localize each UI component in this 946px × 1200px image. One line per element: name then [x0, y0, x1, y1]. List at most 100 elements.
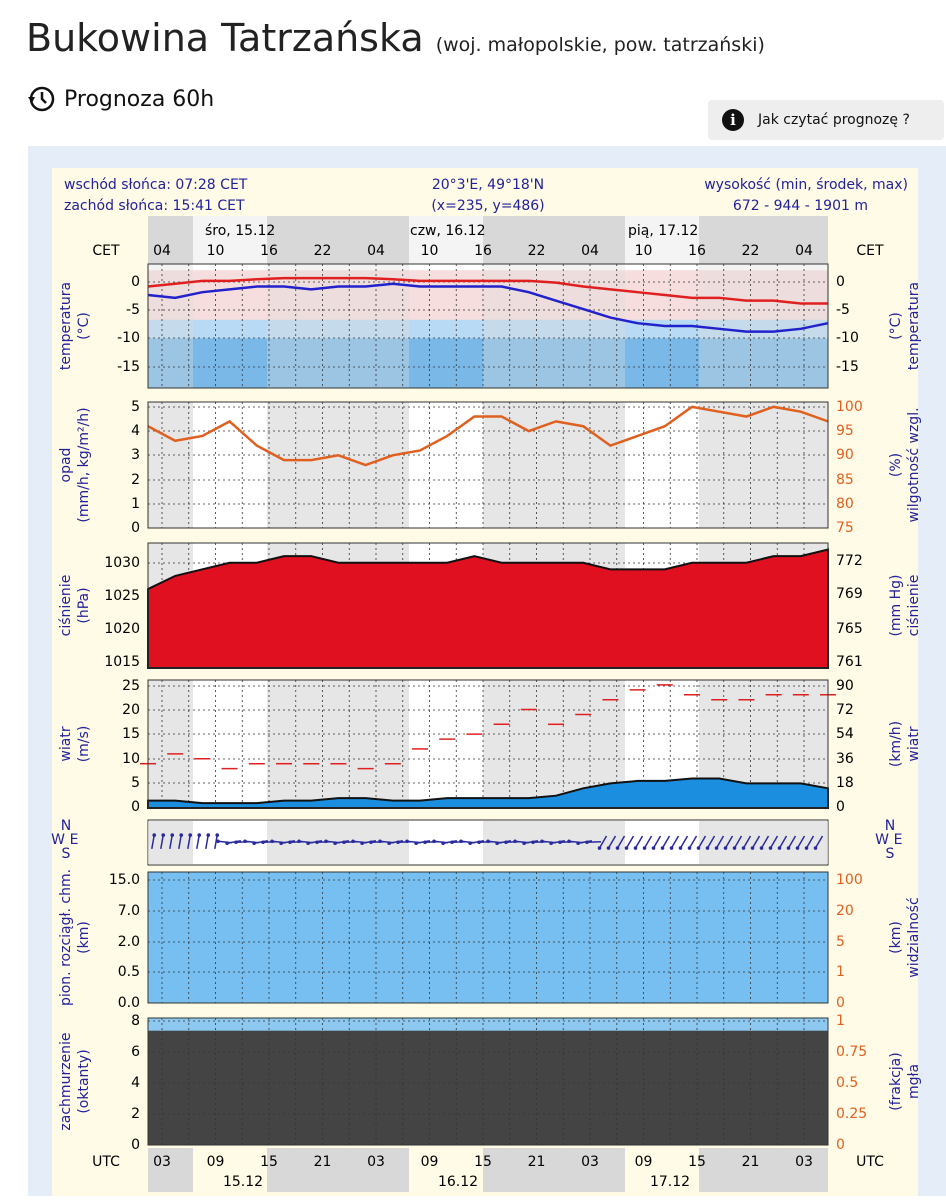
axis-title: (frakcja)	[888, 1052, 904, 1110]
wind-arrow-head	[324, 839, 328, 844]
help-button[interactable]: i Jak czytać prognozę ?	[708, 100, 944, 140]
hour-label: 16	[688, 243, 706, 259]
panel-frame	[147, 401, 829, 529]
wind-arrow-head	[585, 840, 589, 845]
wind-arrow-head	[225, 841, 229, 846]
wind-arrow-head	[315, 840, 319, 845]
wind-arrow	[616, 835, 626, 849]
wind-arrow-head	[396, 840, 400, 845]
wind-arrow	[178, 834, 182, 850]
y2-tick-label: 0	[836, 995, 845, 1011]
hour-label: 04	[581, 243, 599, 259]
axis-title: wiatr	[58, 726, 74, 761]
hour-label: 03	[367, 1154, 385, 1170]
wind-arrow	[523, 840, 539, 844]
wind-arrow-head	[252, 841, 256, 846]
day-label: 16.12	[438, 1174, 478, 1190]
y-tick-label: 15.0	[109, 872, 140, 888]
wind-arrow-head	[459, 839, 463, 844]
y-tick-label: 2.0	[118, 934, 140, 950]
compass-label: N	[885, 818, 895, 834]
night-band	[267, 216, 409, 264]
y2-tick-label: 0	[836, 1137, 845, 1153]
wind-arrow	[205, 834, 209, 850]
y2-tick-label: 1	[836, 964, 845, 980]
axis-title: widzialność	[906, 897, 922, 977]
wind-arrow-head	[549, 841, 553, 846]
y2-tick-label: 95	[836, 423, 854, 439]
wind-arrow-head	[333, 841, 337, 846]
y2-tick-label: 100	[836, 399, 863, 415]
wind-arrow-head	[468, 841, 472, 846]
panel-frame	[147, 871, 829, 1004]
timezone: CET	[92, 243, 120, 259]
y2-tick-label: 0.75	[836, 1044, 867, 1060]
wind-arrow-head	[477, 840, 481, 845]
axis-title: (hPa)	[76, 587, 92, 623]
y2-tick-label: 0.25	[836, 1106, 867, 1122]
wind-arrow	[760, 835, 770, 849]
y2-tick-label: 54	[836, 726, 854, 742]
wind-arrow-head	[216, 839, 220, 844]
wind-arrow	[388, 840, 404, 844]
wind-arrow-head	[306, 841, 310, 846]
y-tick-label: 5	[131, 775, 140, 791]
wind-arrow	[733, 835, 743, 849]
sunrise: wschód słońca: 07:28 CET	[64, 177, 248, 193]
axis-title: (mm Hg)	[888, 574, 904, 636]
wind-arrow	[661, 835, 671, 849]
hour-label: 04	[795, 243, 813, 259]
wind-arrow-head	[288, 840, 292, 845]
y2-tick-label: 0.5	[836, 1075, 858, 1091]
forecast-label: Prognoza 60h	[64, 86, 215, 112]
wind-arrow	[496, 840, 512, 844]
panel-frame	[147, 263, 829, 389]
night-band	[267, 402, 409, 528]
wind-arrow	[769, 835, 779, 849]
wind-arrow-head	[705, 846, 710, 850]
help-label: Jak czytać prognozę ?	[758, 112, 910, 128]
wind-arrow	[169, 834, 173, 850]
panel-frame	[147, 1017, 829, 1146]
wind-arrow	[697, 835, 707, 849]
wind-arrow-head	[387, 841, 391, 846]
wind-arrow-head	[170, 833, 175, 837]
axis-title: (mm/h, kg/m²/h)	[76, 407, 92, 522]
wind-arrow	[196, 834, 200, 850]
y-tick-label: 15	[122, 726, 140, 742]
wind-arrow-head	[486, 839, 490, 844]
wind-arrow	[361, 840, 377, 844]
wind-arrow-head	[197, 833, 202, 837]
series-area	[147, 548, 829, 669]
series-line	[147, 282, 829, 333]
y-tick-label: 0.0	[118, 995, 140, 1011]
night-band	[699, 1148, 828, 1192]
wind-arrow-head	[642, 846, 647, 850]
hour-label: 16	[474, 243, 492, 259]
compass-label: W	[875, 832, 889, 848]
panel-frame	[147, 679, 829, 809]
meteogram: wschód słońca: 07:28 CET zachód słońca: 1…	[51, 168, 922, 1196]
wind-arrow-head	[750, 846, 755, 850]
y-tick-label: 4	[131, 423, 140, 439]
clock-icon	[28, 86, 55, 112]
night-band	[699, 402, 828, 528]
hour-label: 03	[153, 1154, 171, 1170]
wind-arrow	[598, 835, 608, 849]
axis-title: (%)	[888, 453, 904, 477]
y2-tick-label: 100	[836, 872, 863, 888]
day-label: czw, 16.12	[410, 223, 485, 239]
hour-label: 21	[742, 1154, 760, 1170]
hour-label: 09	[421, 1154, 439, 1170]
y2-tick-label: -10	[836, 330, 859, 346]
hour-label: 15	[688, 1154, 706, 1170]
wind-arrow-head	[206, 833, 211, 837]
y-tick-label: 0	[131, 799, 140, 815]
y-tick-label: 8	[131, 1013, 140, 1029]
wind-arrow	[652, 835, 662, 849]
y-tick-label: 1015	[104, 654, 140, 670]
wind-arrow	[253, 840, 269, 844]
y-tick-label: 1	[131, 496, 140, 512]
y2-tick-label: 20	[836, 903, 854, 919]
